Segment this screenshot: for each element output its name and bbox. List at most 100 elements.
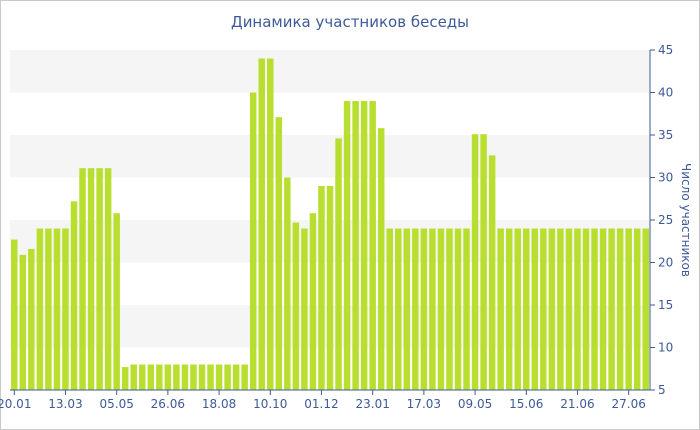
bar: [369, 101, 376, 390]
bar: [574, 228, 581, 390]
bar: [335, 138, 342, 390]
x-tick-label: 20.01: [0, 397, 31, 411]
bar: [548, 228, 556, 390]
y-tick-label: 30: [658, 171, 673, 185]
y-tick-label: 25: [658, 213, 673, 227]
bar: [352, 101, 359, 390]
x-tick-label: 27.06: [611, 397, 645, 411]
bar: [403, 228, 411, 390]
y-tick-label: 45: [658, 43, 673, 57]
bar: [301, 228, 308, 390]
x-tick-label: 17.03: [407, 397, 441, 411]
chart-title: Динамика участников беседы: [230, 13, 470, 31]
x-tick-label: 23.01: [355, 397, 389, 411]
bar: [591, 228, 598, 390]
bar: [326, 186, 334, 390]
bar: [625, 228, 632, 390]
bar: [130, 364, 137, 390]
bar: [87, 168, 95, 390]
bar: [53, 228, 61, 390]
grid-band: [10, 50, 650, 93]
grid-band: [10, 135, 650, 178]
bar: [275, 117, 283, 391]
x-tick-label: 13.03: [48, 397, 82, 411]
bar: [505, 228, 513, 390]
bar: [616, 228, 624, 390]
bar: [565, 228, 573, 390]
bar: [70, 201, 78, 390]
bar: [36, 228, 44, 390]
y-tick-label: 5: [658, 383, 666, 397]
bar: [582, 228, 590, 390]
bar: [523, 228, 530, 390]
bar: [241, 364, 248, 390]
bar: [531, 228, 539, 390]
bar: [429, 228, 436, 390]
bar: [28, 248, 35, 390]
bar: [557, 228, 564, 390]
bar: [173, 364, 180, 390]
bar: [454, 228, 462, 390]
bar: [147, 364, 155, 390]
bar: [113, 213, 120, 390]
bar: [79, 168, 86, 390]
bar: [608, 228, 615, 390]
bar: [215, 364, 223, 390]
bar: [480, 134, 487, 390]
bar: [249, 92, 257, 390]
bar: [599, 228, 607, 390]
bar: [488, 155, 496, 390]
bar: [156, 364, 163, 390]
bar: [463, 228, 470, 390]
bar: [497, 228, 504, 390]
bar: [471, 134, 479, 390]
bar: [386, 228, 393, 390]
bar: [181, 364, 189, 390]
bar: [164, 364, 172, 390]
x-tick-label: 09.05: [458, 397, 492, 411]
bar: [318, 186, 325, 390]
bar: [412, 228, 419, 390]
x-tick-label: 26.06: [151, 397, 185, 411]
bar: [446, 228, 453, 390]
y-tick-label: 10: [658, 341, 673, 355]
bar: [540, 228, 547, 390]
y-tick-label: 20: [658, 256, 673, 270]
bar: [360, 101, 368, 390]
x-tick-label: 10.10: [253, 397, 287, 411]
bar: [11, 239, 18, 390]
x-tick-label: 01.12: [304, 397, 338, 411]
bar: [139, 364, 146, 390]
bar: [420, 228, 428, 390]
bar: [395, 228, 402, 390]
bar: [633, 228, 641, 390]
bar: [377, 128, 385, 390]
bar: [514, 228, 521, 390]
bar: [258, 58, 265, 390]
bar: [190, 364, 197, 390]
bar: [207, 364, 214, 390]
bar: [104, 168, 112, 390]
bar: [267, 58, 274, 390]
x-tick-label: 05.05: [99, 397, 133, 411]
bar: [45, 228, 52, 390]
y-axis-label: Число участников: [679, 163, 693, 277]
bar: [224, 364, 231, 390]
bar: [96, 168, 103, 390]
bar: [292, 222, 300, 390]
bar: [19, 254, 27, 390]
x-tick-label: 18.08: [202, 397, 236, 411]
bar: [437, 228, 445, 390]
bar: [232, 364, 240, 390]
y-tick-label: 35: [658, 128, 673, 142]
x-tick-label: 15.06: [509, 397, 543, 411]
y-tick-label: 40: [658, 86, 673, 100]
bar: [62, 228, 69, 390]
y-tick-label: 15: [658, 298, 673, 312]
bar: [284, 177, 291, 390]
bar: [121, 367, 129, 390]
x-tick-label: 21.06: [560, 397, 594, 411]
bar: [198, 364, 206, 390]
bar: [343, 101, 351, 390]
